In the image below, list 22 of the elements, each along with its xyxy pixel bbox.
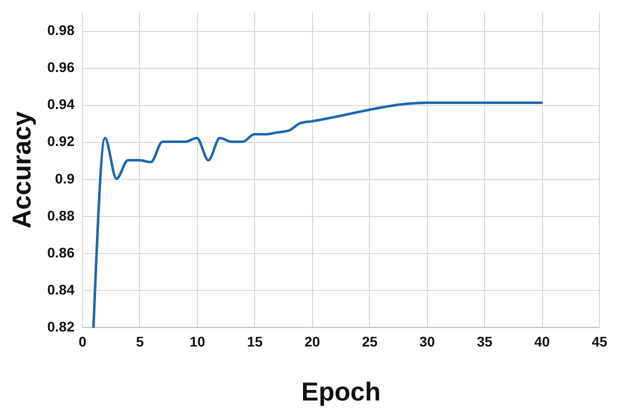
y-tick-label: 0.94 bbox=[47, 96, 75, 112]
x-tick-label: 20 bbox=[304, 334, 320, 350]
line-series bbox=[92, 102, 543, 328]
y-tick-label: 0.86 bbox=[47, 244, 75, 260]
x-axis-title: Epoch bbox=[301, 376, 381, 406]
y-tick-label: 0.88 bbox=[47, 207, 75, 224]
x-tick-label: 10 bbox=[190, 334, 206, 350]
y-tick-label: 0.84 bbox=[47, 281, 75, 298]
y-tick-label: 0.92 bbox=[47, 133, 75, 150]
y-tick-label: 0.9 bbox=[55, 170, 75, 186]
x-tick-label: 30 bbox=[419, 334, 436, 350]
x-tick-label: 35 bbox=[476, 334, 493, 350]
x-tick-label: 45 bbox=[592, 334, 608, 350]
y-tick-label: 0.98 bbox=[47, 22, 75, 38]
x-tick-label: 15 bbox=[247, 334, 263, 350]
y-tick-label: 0.82 bbox=[47, 318, 75, 334]
y-tick-label: 0.96 bbox=[47, 59, 75, 76]
y-axis-title: Accuracy bbox=[6, 110, 36, 229]
x-tick-label: 25 bbox=[362, 334, 378, 350]
x-tick-label: 5 bbox=[136, 334, 144, 350]
x-tick-label: 40 bbox=[534, 334, 550, 350]
x-tick-label: 0 bbox=[78, 334, 87, 350]
